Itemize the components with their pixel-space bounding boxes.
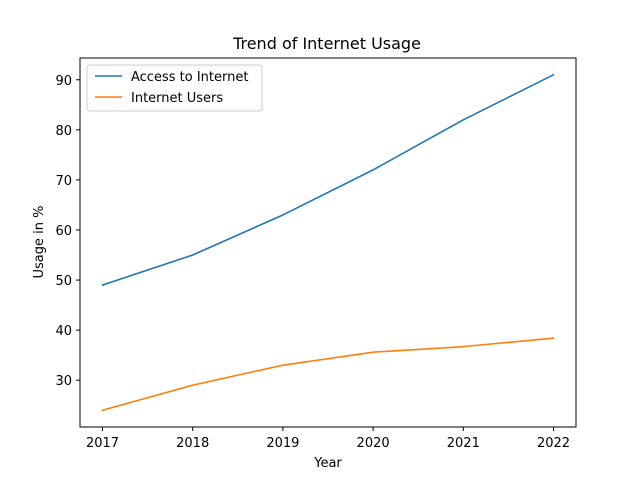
x-axis-label: Year [313,456,342,471]
y-tick-label: 90 [55,74,72,89]
series-line-1 [101,337,555,412]
y-tick-label: 60 [55,224,72,239]
x-tick-label: 2021 [447,436,480,451]
x-tick-label: 2018 [176,436,209,451]
x-tick-label: 2020 [357,436,390,451]
series-layer [101,73,555,412]
legend-label-access: Access to Internet [131,70,248,85]
x-tick-label: 2017 [86,436,119,451]
series-line-0 [101,73,555,287]
legend-label-users: Internet Users [131,91,223,106]
x-tick-label: 2022 [537,436,570,451]
plot-frame [79,57,577,428]
x-tick-label: 2019 [266,436,299,451]
y-tick-label: 40 [55,324,72,339]
y-axis-label: Usage in % [32,206,47,279]
x-axis: 2017 2018 2019 2020 2021 2022 [86,427,570,451]
y-tick-label: 50 [55,274,72,289]
legend: Access to Internet Internet Users [86,64,263,112]
y-tick-label: 30 [55,374,72,389]
y-axis: 30 40 50 60 70 80 90 [55,74,80,389]
legend-box [86,64,263,112]
y-tick-label: 80 [55,124,72,139]
chart-title: Trend of Internet Usage [232,34,421,53]
y-tick-label: 70 [55,174,72,189]
